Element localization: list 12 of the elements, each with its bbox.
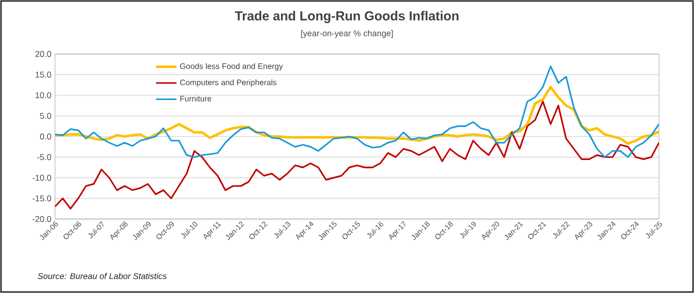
source-note: Source: Bureau of Labor Statistics <box>38 272 167 280</box>
y-tick-label: 15.0 <box>36 72 52 78</box>
y-tick-label: -15.0 <box>32 195 52 202</box>
y-tick-label: -20.0 <box>32 216 52 222</box>
chart-title: Trade and Long-Run Goods Inflation <box>234 10 458 24</box>
y-tick-label: 0.0 <box>40 134 52 140</box>
y-tick-label: -10.0 <box>32 174 52 181</box>
y-tick-label: 5.0 <box>40 112 52 119</box>
y-tick-label: -5.0 <box>37 154 52 160</box>
chart-subtitle: [year-on-year % change] <box>301 30 393 38</box>
y-tick-label: 20.0 <box>35 51 52 57</box>
y-tick-label: 10.0 <box>36 92 52 98</box>
